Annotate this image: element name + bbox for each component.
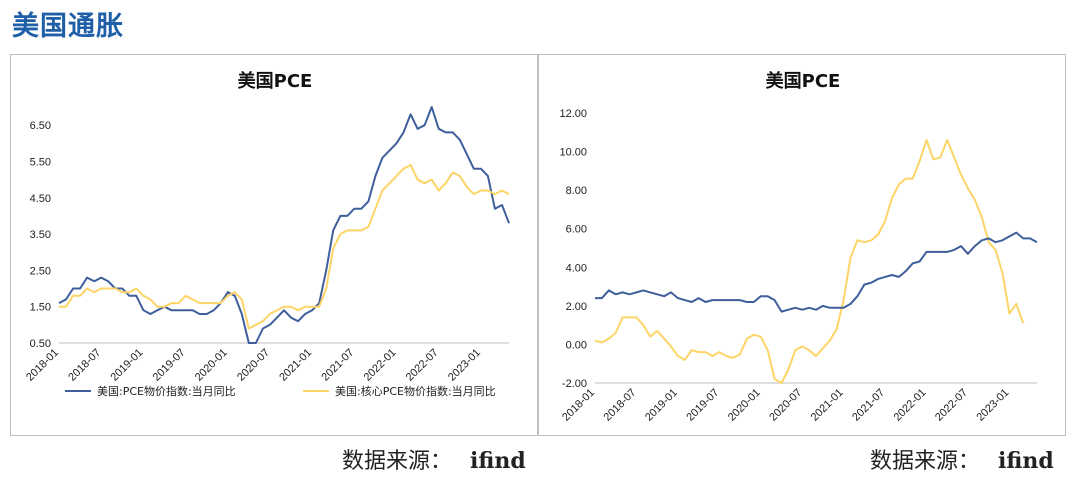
source-value: ifind [470,448,526,474]
y-tick-label: 2.00 [566,301,587,313]
y-tick-label: 8.00 [566,185,587,197]
x-tick-label: 2019-07 [684,387,721,424]
series-line-1 [59,164,510,330]
x-tick-label: 2022-01 [362,347,399,384]
y-tick-label: 5.50 [30,156,51,168]
y-tick-label: 6.50 [30,120,51,132]
chart-title: 美国PCE [766,70,841,92]
legend-label: 美国:PCE物价指数:当月同比 [97,384,236,398]
x-tick-label: 2021-01 [277,347,314,384]
x-tick-label: 2021-07 [850,387,887,424]
x-tick-label: 2018-01 [24,347,61,384]
chart-panel-right: 美国PCE -2.00 0.00 2.00 4.00 6.00 8.00 10.00 12.00… [538,54,1066,436]
y-tick-label: 2.50 [30,265,51,277]
x-tick-label: 2018-07 [602,387,639,424]
x-tick-label: 2022-07 [404,347,441,384]
y-tick-label: -2.00 [562,378,587,390]
source-value: ifind [998,448,1054,474]
source-note-right: 数据来源： ifind [870,443,1054,475]
chart-right-svg: 美国PCE -2.00 0.00 2.00 4.00 6.00 8.00 10.00 12.00… [559,70,1038,424]
x-tick-label: 2018-01 [560,387,597,424]
x-tick-label: 2019-07 [151,347,188,384]
x-tick-label: 2023-01 [446,347,483,384]
x-tick-label: 2019-01 [643,387,680,424]
y-tick-label: 12.00 [559,108,587,120]
series-line-1 [595,231,1038,313]
y-tick-label: 0.00 [566,339,587,351]
x-tick-label: 2020-01 [726,387,763,424]
chart-title: 美国PCE [238,70,313,92]
series-line-0 [58,106,510,344]
chart-panel-left: 美国PCE 0.50 1.50 2.50 3.50 4.50 5.50 6.50 2018-01… [10,54,538,436]
x-tick-label: 2022-07 [933,387,970,424]
y-tick-label: 10.00 [559,147,587,159]
series-line-0 [594,139,1025,384]
x-tick-label: 2021-07 [319,347,356,384]
x-tick-label: 2022-01 [892,387,929,424]
x-tick-label: 2020-07 [767,387,804,424]
source-label: 数据来源： [342,449,453,474]
page-heading: 美国通胀 [12,11,124,42]
source-note-left: 数据来源： ifind [342,443,526,475]
x-tick-label: 2018-07 [66,347,103,384]
y-tick-label: 3.50 [30,229,51,241]
legend-label: 美国:核心PCE物价指数:当月同比 [335,384,496,398]
x-tick-label: 2020-01 [193,347,230,384]
chart-left-svg: 美国PCE 0.50 1.50 2.50 3.50 4.50 5.50 6.50 2018-01… [24,70,510,398]
y-tick-label: 0.50 [30,338,51,350]
x-tick-label: 2023-01 [974,387,1011,424]
x-tick-label: 2020-07 [235,347,272,384]
y-tick-label: 1.50 [30,302,51,314]
x-tick-label: 2019-01 [108,347,145,384]
x-tick-label: 2021-01 [809,387,846,424]
source-label: 数据来源： [870,449,981,474]
y-tick-label: 4.50 [30,193,51,205]
y-tick-label: 6.00 [566,224,587,236]
y-tick-label: 4.00 [566,262,587,274]
